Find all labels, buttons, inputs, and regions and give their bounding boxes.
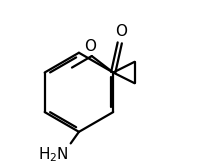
Text: H$_2$N: H$_2$N <box>38 145 69 164</box>
Text: O: O <box>115 24 128 39</box>
Text: O: O <box>84 39 96 54</box>
